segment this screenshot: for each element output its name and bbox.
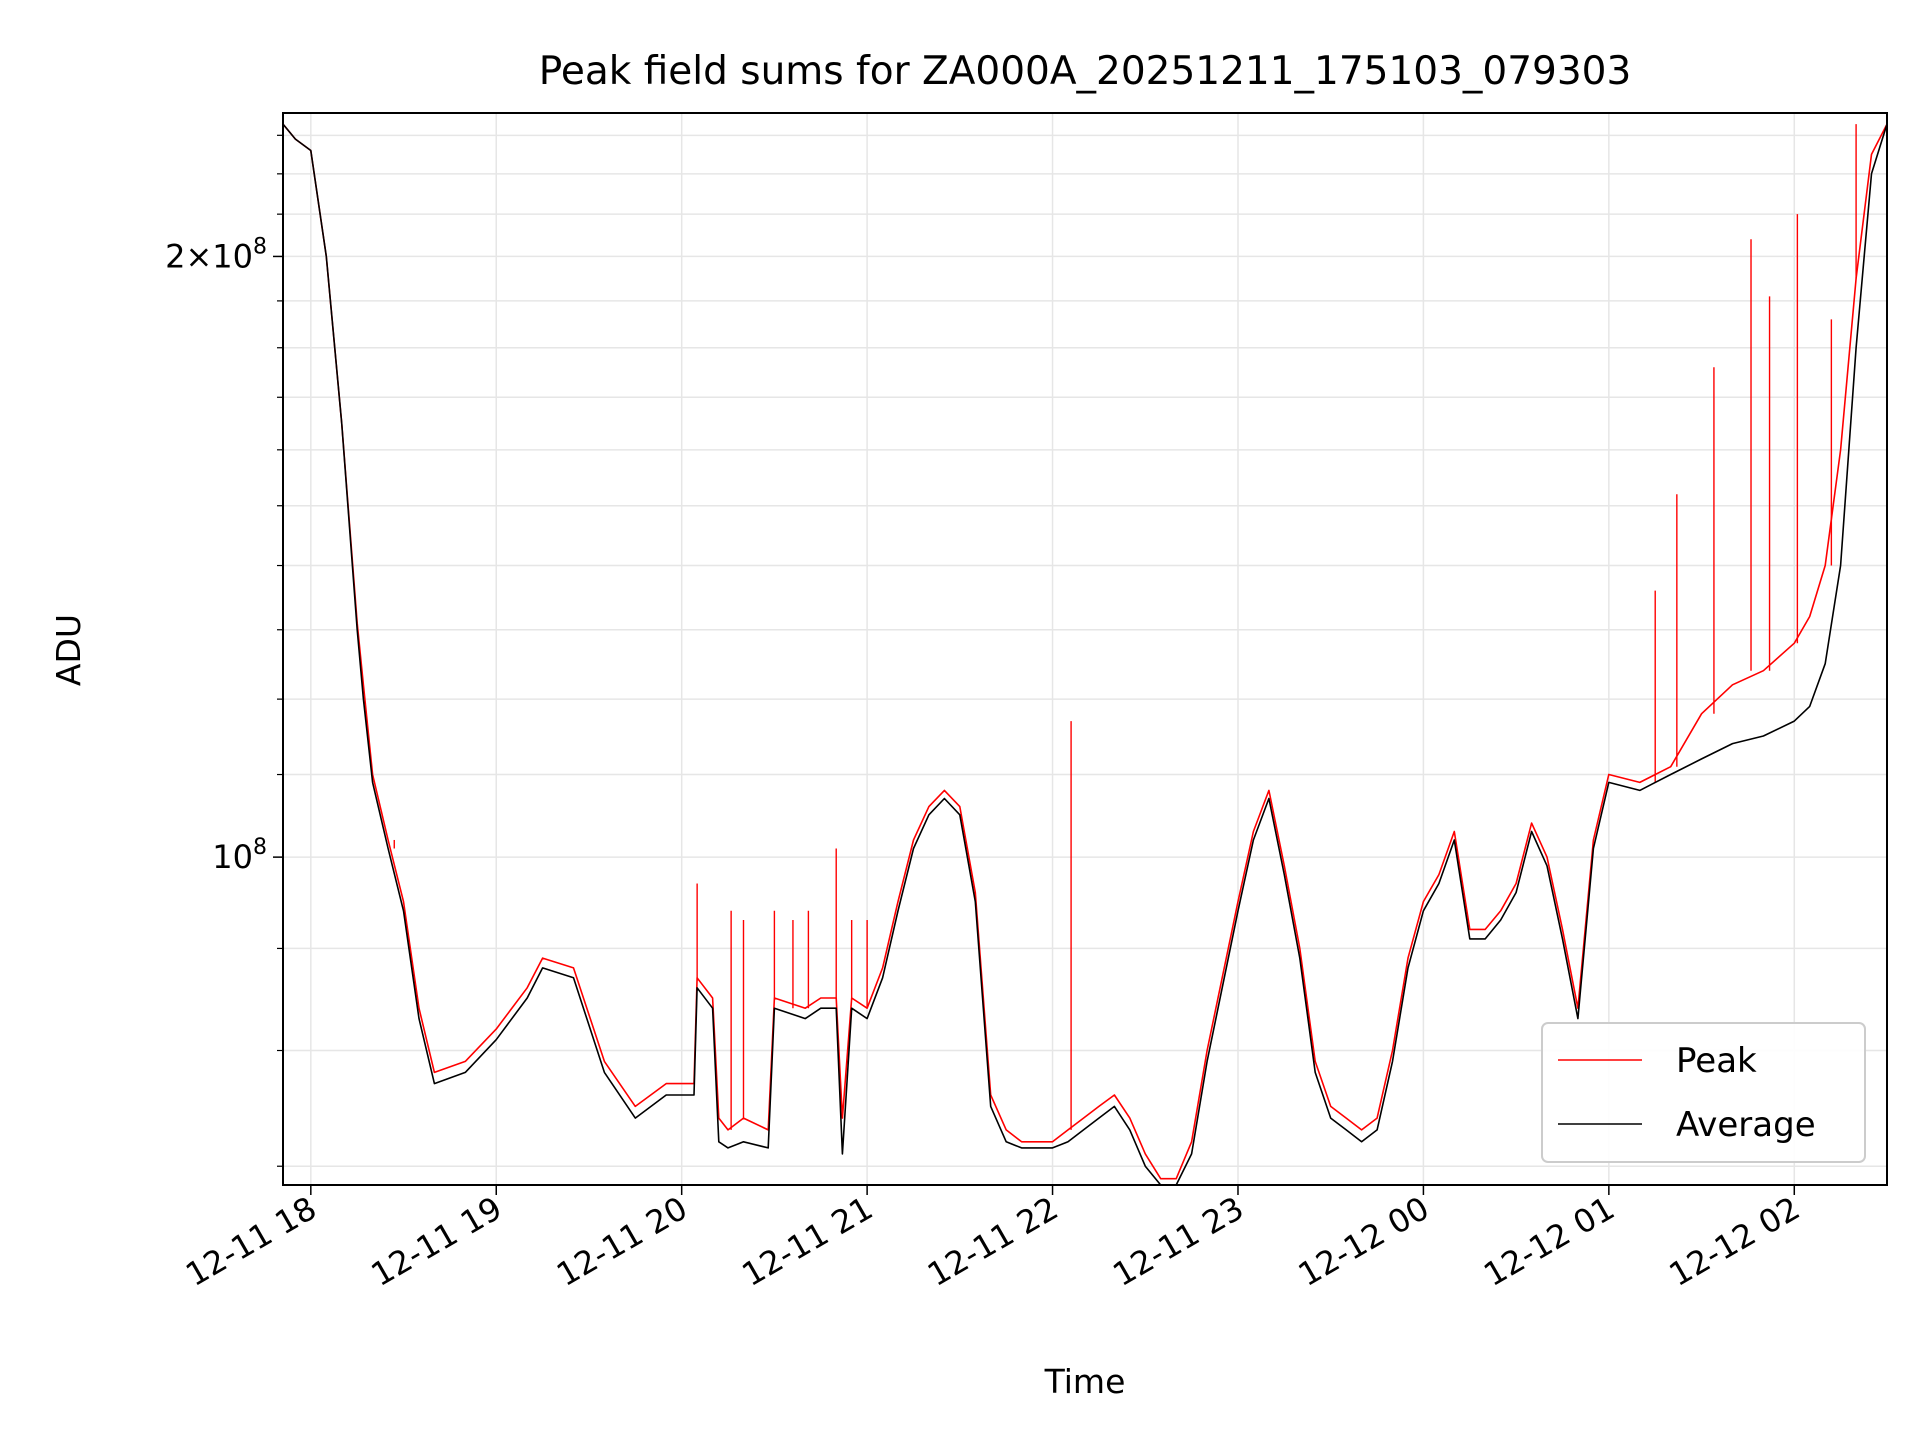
y-axis-label: ADU [49,614,88,686]
y-tick-label: 2×108 [165,234,267,275]
series-peak-line [283,123,1887,1180]
series-layer [283,123,1887,1185]
legend-box [1541,1022,1866,1163]
plot-frame [282,112,1888,1186]
x-axis-label: Time [1044,1362,1126,1401]
chart-title: Peak field sums for ZA000A_20251211_1751… [539,49,1632,94]
legend: Peak Average [1541,1022,1866,1163]
legend-average-label: Average [1676,1105,1816,1145]
series-average-line [283,123,1887,1185]
legend-peak-label: Peak [1676,1041,1757,1081]
